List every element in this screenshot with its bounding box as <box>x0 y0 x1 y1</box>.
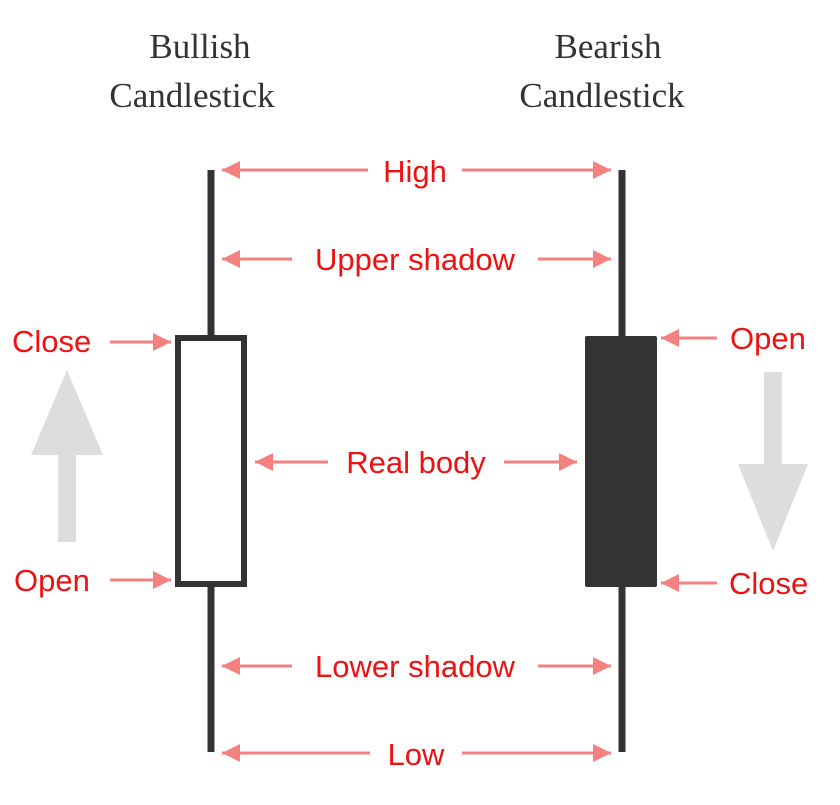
low-label: Low <box>388 737 445 772</box>
high-label: High <box>383 154 447 189</box>
down-trend-arrow-icon <box>738 372 808 551</box>
bullish-title-line2: Candlestick <box>109 76 275 115</box>
bullish-title-line1: Bullish <box>149 27 251 66</box>
bearish-title-line2: Candlestick <box>519 76 685 115</box>
bearish-open-label: Open <box>730 321 806 356</box>
lower-shadow-label: Lower shadow <box>315 649 516 684</box>
real-body-label: Real body <box>346 445 486 480</box>
bearish-close-label: Close <box>729 566 808 601</box>
upper-shadow-label: Upper shadow <box>315 242 516 277</box>
bullish-open-label: Open <box>14 563 90 598</box>
up-trend-arrow-icon <box>31 370 103 542</box>
bullish-close-label: Close <box>12 324 91 359</box>
bearish-title-line1: Bearish <box>555 27 662 66</box>
bullish-real-body <box>175 335 247 587</box>
bearish-real-body <box>585 336 657 587</box>
